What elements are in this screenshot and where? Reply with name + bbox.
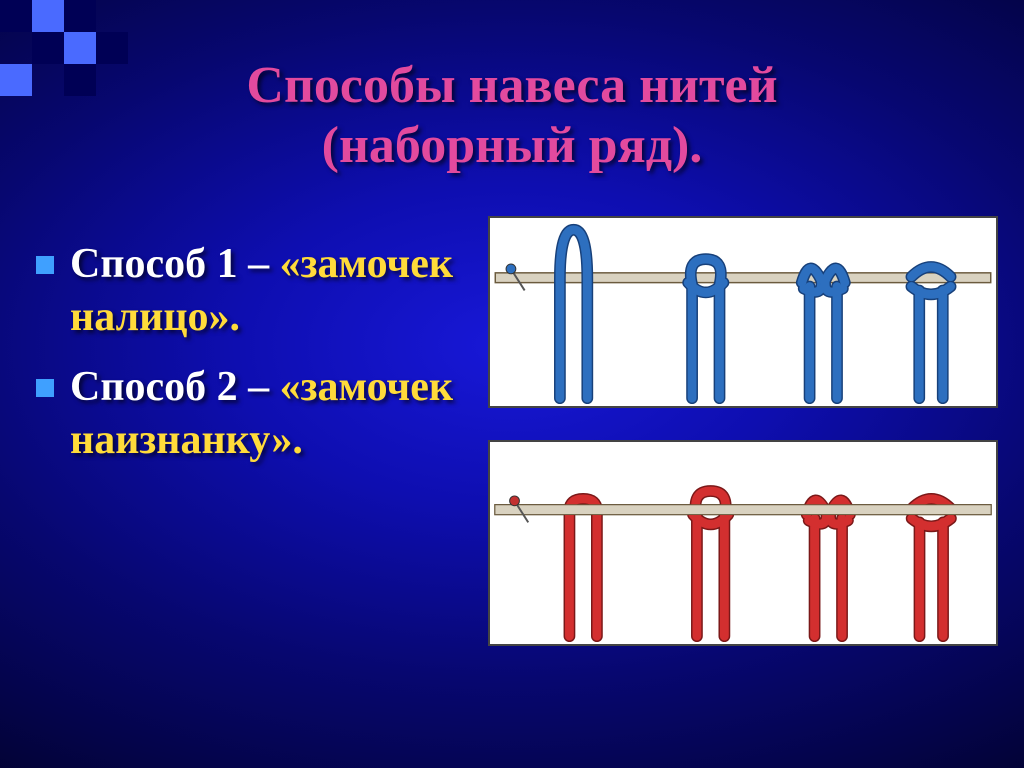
bullet-icon [36, 256, 54, 274]
figure-knots-front [488, 216, 998, 408]
bullet-text: Способ 1 – «замочек налицо». [70, 238, 466, 343]
bullet-prefix: Способ 2 – [70, 364, 280, 410]
figures-column [488, 216, 998, 678]
slide-title: Способы навеса нитей (наборный ряд). [0, 56, 1024, 176]
bullet-prefix: Способ 1 – [70, 241, 280, 287]
slide: Способы навеса нитей (наборный ряд). Спо… [0, 0, 1024, 768]
figure-knots-back [488, 440, 998, 646]
bullet-list: Способ 1 – «замочек налицо». Способ 2 – … [36, 220, 466, 484]
bullet-item-2: Способ 2 – «замочек наизнанку». [36, 361, 466, 466]
corner-square [64, 0, 96, 32]
corner-square [0, 0, 32, 32]
bullet-text: Способ 2 – «замочек наизнанку». [70, 361, 466, 466]
title-line-1: Способы навеса нитей [246, 57, 777, 114]
corner-square [32, 0, 64, 32]
bullet-icon [36, 379, 54, 397]
bullet-item-1: Способ 1 – «замочек налицо». [36, 238, 466, 343]
title-line-2: (наборный ряд). [322, 117, 703, 174]
